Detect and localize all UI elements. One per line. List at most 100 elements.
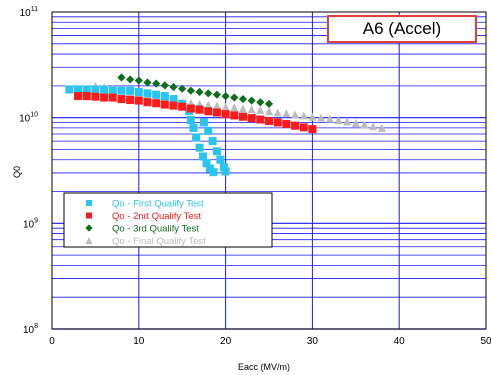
data-point — [343, 117, 352, 126]
data-point — [143, 78, 152, 87]
y-tick-labels: 108 109 1010 1011 — [19, 6, 38, 336]
data-point — [247, 105, 256, 114]
data-point — [230, 93, 239, 102]
data-point — [189, 123, 198, 132]
y-tick-label: 1010 — [19, 112, 38, 125]
x-tick-label: 0 — [49, 336, 55, 347]
data-point — [199, 118, 208, 127]
data-point — [221, 167, 230, 176]
data-point — [351, 119, 360, 128]
data-point — [86, 200, 92, 206]
data-point — [143, 98, 152, 107]
data-point — [212, 108, 221, 117]
plot-frame — [51, 11, 487, 330]
data-point — [230, 111, 239, 120]
data-point — [186, 104, 195, 113]
data-point — [282, 120, 291, 129]
y-tick-label: 108 — [23, 323, 38, 336]
x-tick-labels: 0 10 20 30 40 50 — [49, 336, 491, 347]
data-point — [308, 125, 317, 134]
data-point — [334, 116, 343, 125]
chart-title: A6 (Accel) — [327, 15, 477, 43]
data-point — [100, 93, 109, 102]
data-point — [317, 113, 326, 122]
data-point — [74, 85, 83, 94]
data-point — [308, 112, 317, 121]
data-point — [117, 95, 126, 104]
y-tick-label: 109 — [23, 217, 38, 230]
data-point — [212, 101, 221, 110]
series-2 — [74, 92, 317, 134]
series-layer — [65, 73, 386, 177]
data-point — [282, 109, 291, 118]
data-point — [85, 224, 93, 232]
data-point — [126, 75, 135, 84]
data-point — [216, 155, 225, 164]
data-point — [108, 93, 117, 102]
x-tick-label: 20 — [220, 336, 232, 347]
data-point — [186, 86, 195, 95]
data-point — [209, 168, 218, 177]
data-point — [221, 91, 230, 101]
data-point — [230, 103, 239, 112]
legend-entry-label: Qo - Final Qualify Test — [112, 236, 206, 247]
data-point — [238, 94, 248, 104]
data-point — [195, 105, 204, 114]
legend-entry-label: Qo - 3rd Qualify Test — [112, 224, 199, 235]
data-point — [134, 76, 143, 85]
data-point — [199, 152, 208, 161]
data-point — [65, 85, 74, 94]
data-point — [221, 110, 230, 119]
data-point — [160, 81, 169, 90]
data-point — [178, 102, 187, 111]
data-point — [178, 84, 187, 93]
data-point — [152, 99, 161, 108]
data-point — [299, 111, 308, 120]
data-point — [204, 126, 213, 135]
data-point — [264, 99, 274, 108]
data-point — [134, 87, 143, 96]
data-point — [195, 143, 204, 152]
data-point — [265, 107, 273, 116]
data-point — [82, 92, 91, 101]
x-tick-label: 10 — [133, 336, 145, 347]
data-point — [100, 85, 109, 94]
data-point — [202, 159, 211, 168]
x-axis-label: Eacc (MV/m) — [238, 362, 290, 372]
data-point — [212, 90, 222, 99]
data-point — [160, 100, 169, 109]
data-point — [265, 116, 273, 125]
y-tick-label: 1011 — [20, 6, 38, 19]
data-point — [256, 98, 265, 107]
data-point — [291, 110, 300, 119]
data-point — [325, 114, 334, 123]
data-point — [169, 95, 178, 104]
data-point — [152, 90, 161, 99]
data-point — [108, 86, 117, 95]
data-point — [291, 121, 300, 130]
series-3 — [117, 73, 274, 108]
data-point — [126, 95, 135, 104]
data-point — [208, 137, 217, 146]
data-point — [238, 104, 247, 113]
legend-entry-label: Qo - First Qualify Test — [112, 199, 204, 210]
data-point — [219, 163, 228, 172]
data-point — [169, 82, 178, 92]
data-point — [91, 85, 100, 94]
data-point — [204, 89, 213, 98]
data-point — [377, 123, 386, 132]
data-point — [85, 237, 93, 244]
data-point — [74, 92, 83, 101]
data-point — [204, 100, 213, 109]
data-point — [91, 92, 100, 101]
data-point — [117, 73, 126, 82]
data-point — [256, 115, 265, 124]
x-tick-label: 30 — [307, 336, 319, 347]
data-point — [186, 116, 195, 125]
x-tick-label: 40 — [394, 336, 406, 347]
data-point — [360, 120, 369, 129]
data-point — [273, 118, 282, 127]
